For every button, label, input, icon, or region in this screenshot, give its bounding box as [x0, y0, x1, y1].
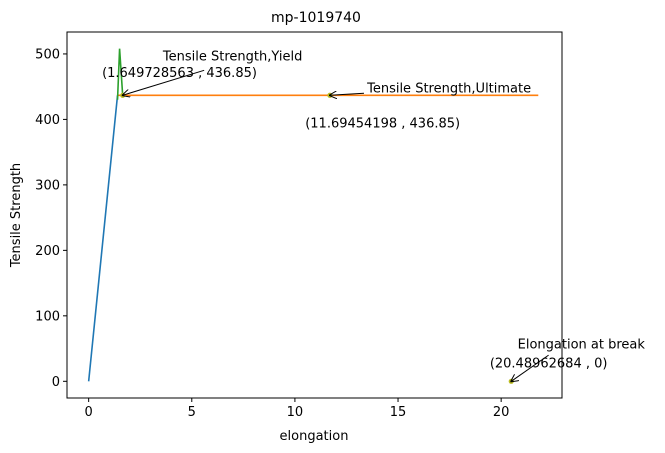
annotation-arrow-0	[123, 69, 205, 95]
y-tick-label: 0	[52, 375, 60, 390]
annotation-label-4: Elongation at break	[518, 338, 646, 353]
y-tick-label: 100	[35, 309, 60, 324]
axes-frame	[66, 31, 563, 399]
y-tick-label: 500	[35, 47, 60, 62]
annotation-label-1: (1.649728563 , 436.85)	[102, 66, 257, 81]
x-tick-label: 10	[287, 405, 304, 420]
annotation-label-5: (20.48962684 , 0)	[490, 357, 608, 372]
annotation-arrow-1	[330, 93, 365, 95]
y-tick-label: 300	[35, 178, 60, 193]
series-line-2	[116, 48, 124, 100]
series-line-0	[87, 95, 119, 382]
x-axis-label: elongation	[280, 429, 349, 444]
annotation-label-0: Tensile Strength,Yield	[162, 49, 302, 64]
annotation-label-2: Tensile Strength,Ultimate	[366, 82, 531, 97]
x-tick-label: 5	[188, 405, 196, 420]
x-tick-label: 15	[390, 405, 407, 420]
chart-title: mp-1019740	[271, 10, 361, 26]
y-axis: 0 100 200 300 400 500	[35, 47, 67, 390]
annotation-arrow-2	[511, 354, 549, 381]
x-tick-label: 0	[85, 405, 93, 420]
y-axis-label: Tensile Strength	[9, 163, 24, 268]
x-tick-label: 20	[493, 405, 510, 420]
y-tick-label: 400	[35, 113, 60, 128]
plot-area	[87, 48, 539, 384]
y-tick-label: 200	[35, 244, 60, 259]
x-axis: 0 5 10 15 20	[85, 398, 510, 420]
annotations: Tensile Strength,Yield (1.649728563 , 436…	[102, 49, 645, 381]
annotation-label-3: (11.69454198 , 436.85)	[305, 116, 460, 131]
